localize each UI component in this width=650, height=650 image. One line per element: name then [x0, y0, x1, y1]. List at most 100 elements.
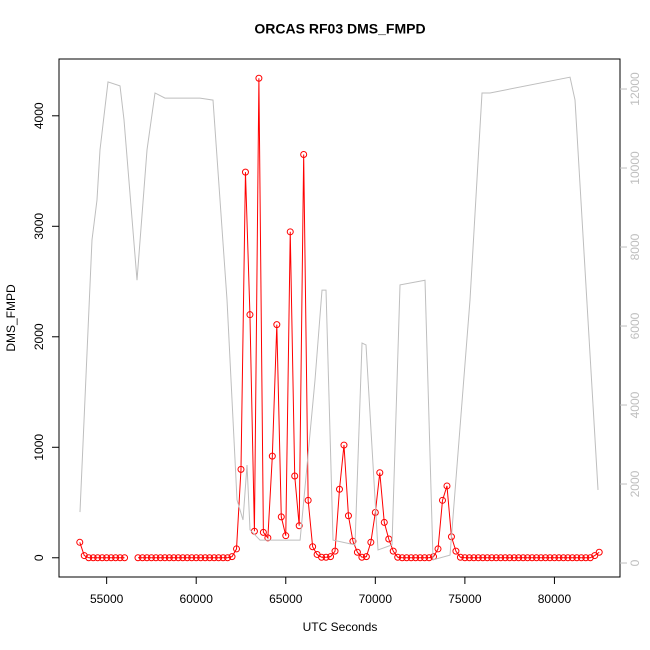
data-point	[201, 554, 209, 562]
data-point	[497, 554, 505, 562]
data-point	[380, 518, 388, 526]
data-point	[533, 554, 541, 562]
y2-tick-label: 6000	[628, 312, 642, 339]
data-point	[438, 496, 446, 504]
data-point	[143, 554, 151, 562]
data-point	[188, 554, 196, 562]
data-point	[537, 554, 545, 562]
data-point	[304, 496, 312, 504]
y2-tick-label: 12000	[628, 72, 642, 106]
data-point	[559, 554, 567, 562]
chart-title: ORCAS RF03 DMS_FMPD	[254, 21, 425, 37]
data-point	[327, 553, 335, 561]
data-point	[219, 554, 227, 562]
y-tick-label: 1000	[32, 434, 46, 461]
data-point	[116, 554, 124, 562]
data-point	[309, 543, 317, 551]
y-axis-label: DMS_FMPD	[4, 284, 18, 352]
data-point	[465, 554, 473, 562]
data-point	[336, 485, 343, 493]
data-point	[85, 554, 93, 562]
y2-tick-label: 10000	[628, 151, 642, 185]
data-point	[492, 554, 500, 562]
data-point	[237, 465, 245, 473]
data-point	[353, 548, 361, 556]
data-point	[452, 547, 460, 555]
data-point	[165, 554, 173, 562]
data-point	[389, 547, 397, 555]
data-point	[318, 553, 326, 561]
y2-tick-label: 2000	[628, 470, 642, 497]
data-point	[103, 554, 111, 562]
x-tick-label: 70000	[359, 592, 393, 606]
x-tick-label: 55000	[90, 592, 124, 606]
data-point	[156, 554, 164, 562]
y2-tick-label: 0	[628, 559, 642, 566]
data-point	[483, 554, 491, 562]
data-point	[268, 452, 276, 460]
data-point	[344, 512, 352, 520]
data-point	[76, 538, 84, 546]
data-point	[591, 552, 599, 560]
data-point	[197, 554, 205, 562]
data-point	[300, 150, 308, 158]
data-point	[595, 548, 603, 556]
data-point	[233, 545, 241, 553]
data-point	[286, 228, 294, 236]
data-point	[134, 554, 142, 562]
y-tick-label: 2000	[32, 323, 46, 350]
data-point	[425, 554, 433, 562]
y-tick-label: 4000	[32, 102, 46, 129]
data-point	[170, 554, 178, 562]
x-tick-label: 80000	[538, 592, 572, 606]
data-point	[564, 554, 572, 562]
data-point	[228, 553, 236, 561]
data-point	[295, 522, 303, 530]
data-point	[488, 554, 496, 562]
data-point	[524, 554, 532, 562]
data-point	[501, 554, 509, 562]
x-axis-label: UTC Seconds	[303, 620, 378, 634]
data-point	[456, 553, 464, 561]
x-tick-label: 75000	[448, 592, 482, 606]
data-point	[161, 554, 169, 562]
data-point	[241, 168, 249, 176]
data-point	[510, 554, 518, 562]
data-point	[470, 554, 478, 562]
data-point	[398, 554, 406, 562]
x-tick-label: 60000	[180, 592, 214, 606]
data-point	[550, 554, 558, 562]
data-point	[215, 554, 223, 562]
data-point	[474, 554, 482, 562]
data-point	[577, 554, 585, 562]
data-point	[541, 554, 549, 562]
data-point	[206, 554, 214, 562]
data-point	[376, 469, 384, 477]
data-point	[515, 554, 523, 562]
data-point	[210, 554, 218, 562]
data-point	[291, 472, 299, 480]
data-point	[394, 553, 402, 561]
data-point	[138, 554, 146, 562]
data-point	[421, 554, 429, 562]
data-point	[147, 554, 155, 562]
data-point	[461, 554, 469, 562]
data-point	[89, 554, 97, 562]
data-point	[273, 321, 281, 329]
data-point	[519, 554, 527, 562]
data-point	[94, 554, 102, 562]
data-point	[246, 311, 254, 319]
data-point	[183, 554, 191, 562]
data-point	[174, 554, 182, 562]
series-line	[137, 78, 600, 559]
data-point	[224, 554, 232, 562]
data-point	[443, 482, 451, 490]
data-point	[434, 545, 442, 553]
data-point	[506, 554, 514, 562]
plot-box	[58, 58, 621, 578]
data-point	[255, 74, 263, 82]
data-point	[322, 553, 330, 561]
y-tick-label: 0	[32, 554, 46, 561]
